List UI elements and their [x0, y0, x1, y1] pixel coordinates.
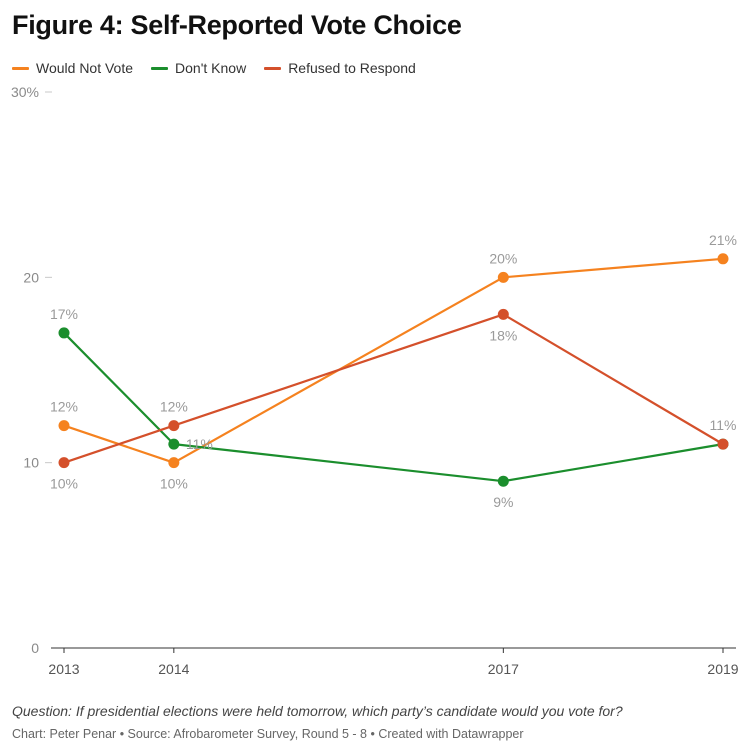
data-point-0 [717, 253, 729, 265]
data-label: 17% [50, 306, 78, 322]
data-point-1 [168, 438, 180, 450]
data-point-1 [58, 327, 70, 339]
x-tick-label: 2014 [158, 661, 189, 677]
series-line-1 [63, 332, 724, 483]
data-point-0 [497, 271, 509, 283]
y-tick-label: 20 [23, 269, 39, 285]
legend-label-refused: Refused to Respond [288, 60, 416, 76]
legend-swatch-would-not-vote [12, 66, 29, 70]
data-label: 10% [160, 476, 188, 492]
data-point-2 [58, 457, 70, 469]
x-tick-label: 2019 [707, 661, 738, 677]
legend-swatch-dont-know [151, 66, 169, 70]
chart-byline: Chart: Peter Penar • Source: Afrobaromet… [12, 727, 524, 741]
legend-item-refused: Refused to Respond [264, 60, 416, 76]
data-point-2 [168, 420, 180, 432]
y-tick-label: 30% [11, 84, 39, 100]
data-label: 18% [489, 327, 517, 343]
data-label: 9% [493, 494, 513, 510]
data-label: 12% [160, 399, 188, 415]
legend: Would Not Vote Don't Know Refused to Res… [12, 60, 416, 76]
question-note: Question: If presidential elections were… [12, 703, 623, 719]
data-point-0 [58, 420, 70, 432]
y-tick-label: 10 [23, 455, 39, 471]
data-label: 21% [709, 232, 737, 248]
series-line-2 [63, 313, 724, 464]
data-label: 20% [489, 250, 517, 266]
data-point-2 [497, 308, 509, 320]
legend-item-dont-know: Don't Know [151, 60, 246, 76]
data-point-0 [168, 457, 180, 469]
x-tick-label: 2013 [48, 661, 79, 677]
data-label: 11% [710, 417, 737, 433]
legend-swatch-refused [264, 66, 282, 70]
data-label: 12% [50, 399, 78, 415]
data-point-1 [497, 475, 509, 487]
data-label: 11% [186, 436, 213, 452]
data-point-2 [717, 438, 729, 450]
y-tick-label: 0 [31, 640, 39, 656]
legend-item-would-not-vote: Would Not Vote [12, 60, 133, 76]
legend-label-dont-know: Don't Know [175, 60, 247, 76]
data-label: 10% [50, 476, 78, 492]
x-tick-label: 2017 [488, 661, 519, 677]
legend-label-would-not-vote: Would Not Vote [36, 60, 134, 76]
chart-title: Figure 4: Self-Reported Vote Choice [12, 10, 462, 40]
